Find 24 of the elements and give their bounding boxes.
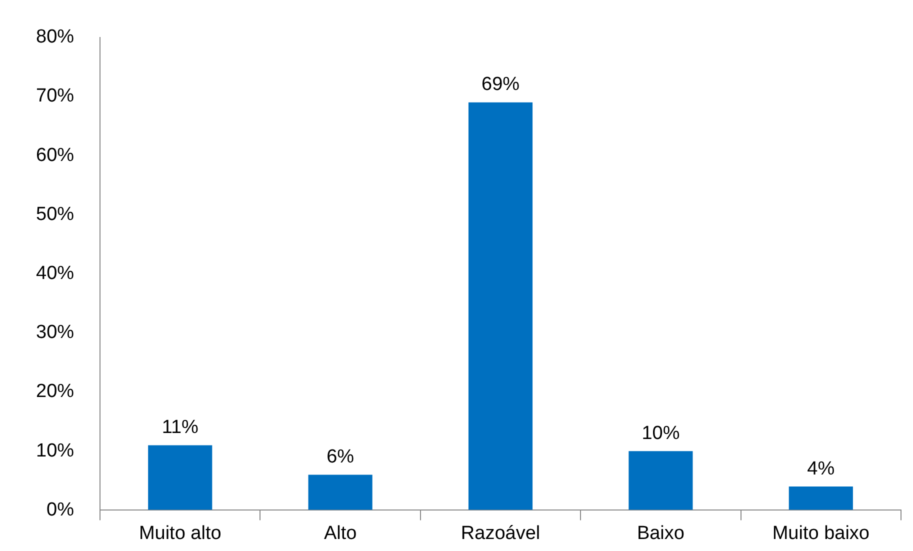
x-tick-label: Razoável <box>460 522 540 544</box>
bar <box>468 102 533 510</box>
x-tick-label: Alto <box>324 522 357 544</box>
bar <box>628 451 693 510</box>
y-tick-label: 50% <box>36 204 74 225</box>
data-label: 10% <box>642 422 680 444</box>
y-tick-label: 80% <box>36 26 74 48</box>
data-label: 69% <box>482 74 520 96</box>
y-tick-label: 30% <box>36 322 74 344</box>
y-tick-label: 60% <box>36 144 74 166</box>
bar <box>788 486 853 510</box>
data-label: 11% <box>162 416 199 438</box>
data-label: 4% <box>807 458 835 480</box>
y-tick-label: 70% <box>36 86 74 107</box>
y-tick-label: 0% <box>46 499 74 520</box>
data-label: 6% <box>326 446 354 468</box>
bar <box>148 445 212 510</box>
x-tick-label: Baixo <box>636 522 684 544</box>
bar <box>308 474 372 510</box>
x-tick-label: Muito alto <box>138 522 222 544</box>
x-tick-label: Muito baixo <box>772 522 870 544</box>
y-tick-label: 10% <box>36 440 74 462</box>
y-tick-label: 20% <box>36 381 74 402</box>
y-tick-label: 40% <box>36 263 74 284</box>
